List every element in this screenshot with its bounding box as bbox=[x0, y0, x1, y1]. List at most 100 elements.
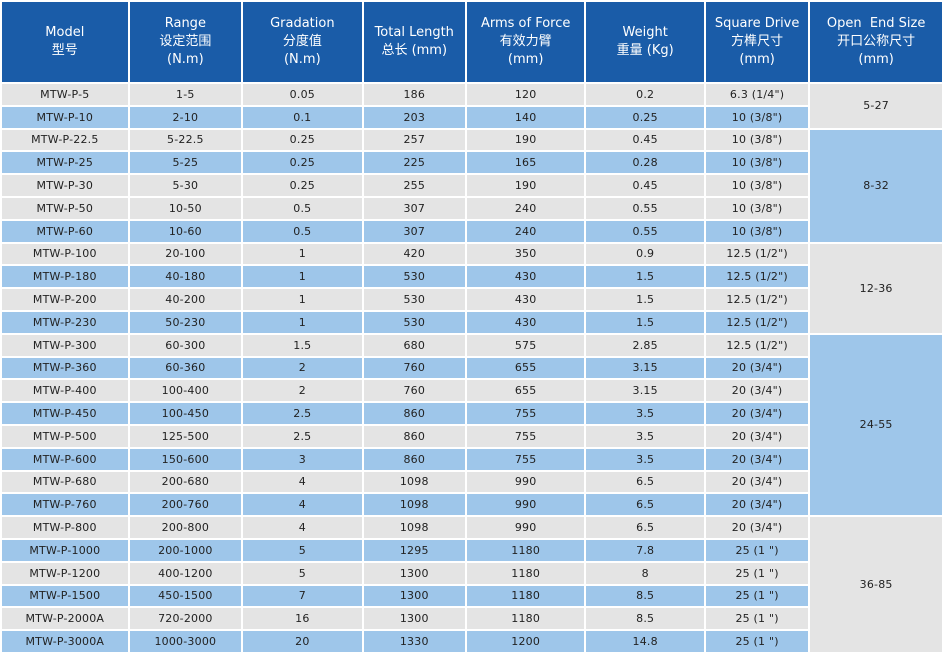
range-cell: 2-10 bbox=[129, 106, 242, 128]
gradation-cell: 0.25 bbox=[243, 129, 362, 151]
range-cell: 40-200 bbox=[129, 289, 242, 310]
gradation-cell: 5 bbox=[243, 562, 362, 584]
open-end-size-cell: 24-55 bbox=[810, 334, 942, 516]
square-drive-cell: 12.5 (1/2") bbox=[705, 289, 809, 310]
arm-of-force-cell: 755 bbox=[466, 403, 585, 424]
arm-of-force-cell: 1180 bbox=[466, 585, 585, 607]
arm-of-force-cell: 990 bbox=[466, 494, 585, 516]
gradation-cell: 1 bbox=[243, 289, 362, 310]
gradation-cell: 1 bbox=[243, 243, 362, 265]
square-drive-cell: 10 (3/8") bbox=[705, 220, 809, 242]
model-cell: MTW-P-500 bbox=[2, 425, 128, 447]
gradation-cell: 2.5 bbox=[243, 403, 362, 424]
gradation-cell: 4 bbox=[243, 517, 362, 538]
model-cell: MTW-P-3000A bbox=[2, 631, 128, 652]
total-length-cell: 225 bbox=[363, 152, 465, 174]
model-cell: MTW-P-600 bbox=[2, 448, 128, 470]
gradation-cell: 4 bbox=[243, 471, 362, 493]
model-cell: MTW-P-10 bbox=[2, 106, 128, 128]
gradation-cell: 4 bbox=[243, 494, 362, 516]
range-cell: 125-500 bbox=[129, 425, 242, 447]
range-cell: 1000-3000 bbox=[129, 631, 242, 652]
header-row: Model 型号 Range 设定范围 (N.m) Gradation 分度值 (N.m)… bbox=[2, 2, 942, 82]
table-row: MTW-P-1200 400-1200 5 1300 1180 8 25 (1 ") bbox=[2, 562, 942, 584]
weight-cell: 3.5 bbox=[586, 425, 704, 447]
weight-cell: 6.5 bbox=[586, 471, 704, 493]
table-row: MTW-P-200 40-200 1 530 430 1.5 12.5 (1/2") bbox=[2, 289, 942, 310]
total-length-cell: 307 bbox=[363, 197, 465, 219]
table-row: MTW-P-500 125-500 2.5 860 755 3.5 20 (3/4") bbox=[2, 425, 942, 447]
range-cell: 5-22.5 bbox=[129, 129, 242, 151]
weight-cell: 0.9 bbox=[586, 243, 704, 265]
table-row: MTW-P-450 100-450 2.5 860 755 3.5 20 (3/4") bbox=[2, 403, 942, 424]
gradation-cell: 0.5 bbox=[243, 220, 362, 242]
arm-of-force-cell: 655 bbox=[466, 357, 585, 379]
header-model: Model 型号 bbox=[2, 2, 128, 82]
table-row: MTW-P-400 100-400 2 760 655 3.15 20 (3/4") bbox=[2, 380, 942, 402]
table-row: MTW-P-1000 200-1000 5 1295 1180 7.8 25 (1 ") bbox=[2, 539, 942, 561]
range-cell: 5-30 bbox=[129, 175, 242, 196]
arm-of-force-cell: 120 bbox=[466, 84, 585, 105]
gradation-cell: 1 bbox=[243, 266, 362, 288]
table-row: MTW-P-25 5-25 0.25 225 165 0.28 10 (3/8") bbox=[2, 152, 942, 174]
arm-of-force-cell: 350 bbox=[466, 243, 585, 265]
model-cell: MTW-P-100 bbox=[2, 243, 128, 265]
arm-of-force-cell: 190 bbox=[466, 129, 585, 151]
total-length-cell: 860 bbox=[363, 448, 465, 470]
arm-of-force-cell: 990 bbox=[466, 517, 585, 538]
weight-cell: 0.45 bbox=[586, 175, 704, 196]
weight-cell: 14.8 bbox=[586, 631, 704, 652]
square-drive-cell: 20 (3/4") bbox=[705, 471, 809, 493]
model-cell: MTW-P-50 bbox=[2, 197, 128, 219]
model-cell: MTW-P-1500 bbox=[2, 585, 128, 607]
weight-cell: 8.5 bbox=[586, 608, 704, 630]
model-cell: MTW-P-300 bbox=[2, 334, 128, 356]
arm-of-force-cell: 430 bbox=[466, 311, 585, 333]
table-row: MTW-P-100 20-100 1 420 350 0.9 12.5 (1/2") 12-3… bbox=[2, 243, 942, 333]
total-length-cell: 1300 bbox=[363, 608, 465, 630]
arm-of-force-cell: 1200 bbox=[466, 631, 585, 652]
range-cell: 200-680 bbox=[129, 471, 242, 493]
weight-cell: 1.5 bbox=[586, 289, 704, 310]
model-cell: MTW-P-22.5 bbox=[2, 129, 128, 151]
arm-of-force-cell: 755 bbox=[466, 448, 585, 470]
total-length-cell: 530 bbox=[363, 266, 465, 288]
square-drive-cell: 20 (3/4") bbox=[705, 494, 809, 516]
weight-cell: 6.5 bbox=[586, 517, 704, 538]
range-cell: 400-1200 bbox=[129, 562, 242, 584]
square-drive-cell: 25 (1 ") bbox=[705, 585, 809, 607]
header-square-drive: Square Drive 方榫尺寸 (mm) bbox=[705, 2, 809, 82]
weight-cell: 6.5 bbox=[586, 494, 704, 516]
square-drive-cell: 12.5 (1/2") bbox=[705, 243, 809, 265]
total-length-cell: 420 bbox=[363, 243, 465, 265]
square-drive-cell: 12.5 (1/2") bbox=[705, 311, 809, 333]
model-cell: MTW-P-1200 bbox=[2, 562, 128, 584]
model-cell: MTW-P-180 bbox=[2, 266, 128, 288]
range-cell: 200-760 bbox=[129, 494, 242, 516]
gradation-cell: 16 bbox=[243, 608, 362, 630]
arm-of-force-cell: 430 bbox=[466, 266, 585, 288]
range-cell: 60-300 bbox=[129, 334, 242, 356]
gradation-cell: 2 bbox=[243, 380, 362, 402]
weight-cell: 8.5 bbox=[586, 585, 704, 607]
square-drive-cell: 25 (1 ") bbox=[705, 562, 809, 584]
model-cell: MTW-P-5 bbox=[2, 84, 128, 105]
weight-cell: 3.5 bbox=[586, 403, 704, 424]
gradation-cell: 1 bbox=[243, 311, 362, 333]
square-drive-cell: 10 (3/8") bbox=[705, 152, 809, 174]
total-length-cell: 530 bbox=[363, 289, 465, 310]
total-length-cell: 186 bbox=[363, 84, 465, 105]
model-cell: MTW-P-1000 bbox=[2, 539, 128, 561]
weight-cell: 1.5 bbox=[586, 266, 704, 288]
total-length-cell: 1330 bbox=[363, 631, 465, 652]
table-body: MTW-P-5 1-5 0.05 186 120 0.2 6.3 (1/4") 5-27 MTW… bbox=[2, 84, 942, 652]
table-row: MTW-P-22.5 5-22.5 0.25 257 190 0.45 10 (3/8") 8… bbox=[2, 129, 942, 242]
open-end-size-cell: 8-32 bbox=[810, 129, 942, 242]
model-cell: MTW-P-25 bbox=[2, 152, 128, 174]
model-cell: MTW-P-30 bbox=[2, 175, 128, 196]
total-length-cell: 760 bbox=[363, 357, 465, 379]
arm-of-force-cell: 140 bbox=[466, 106, 585, 128]
weight-cell: 0.55 bbox=[586, 197, 704, 219]
arm-of-force-cell: 430 bbox=[466, 289, 585, 310]
open-end-size-cell: 36-85 bbox=[810, 517, 942, 652]
